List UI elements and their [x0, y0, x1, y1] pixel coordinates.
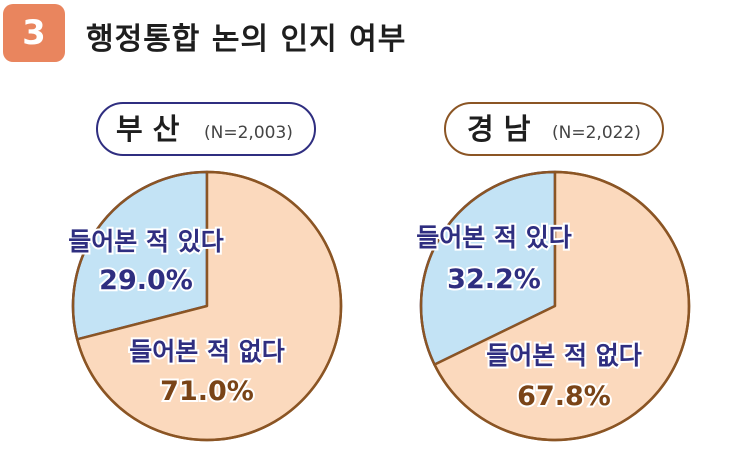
slice-value-heard: 29.0% [99, 265, 193, 296]
slice-label-not-heard: 들어본 적 없다 [486, 341, 641, 370]
slice-label-heard: 들어본 적 있다 [68, 227, 223, 256]
chart-sample-size: (N=2,022) [552, 123, 641, 143]
pie-outline [71, 170, 343, 442]
slice-value-not-heard: 67.8% [517, 381, 611, 412]
chart-sample-size: (N=2,003) [204, 123, 293, 143]
chart-title-frame [444, 102, 664, 156]
pie-outline [419, 170, 691, 442]
chart-title: 부 산 [116, 112, 180, 146]
chart-title: 경 남 [467, 112, 531, 146]
slice-label-heard: 들어본 적 있다 [416, 223, 571, 252]
chart-title-frame [96, 102, 316, 156]
slice-label-not-heard: 들어본 적 없다 [129, 337, 284, 366]
pie-chart-busan: 부 산 (N=2,003) 들어본 적 있다 29.0% 들어본 적 없다 71.0% [66, 102, 343, 442]
slice-value-heard: 32.2% [447, 264, 541, 295]
section-number: 3 [22, 13, 46, 53]
pie-chart-gyeongnam: 경 남 (N=2,022) 들어본 적 있다 32.2% 들어본 적 없다 67.8% [414, 102, 691, 442]
page-title: 행정통합 논의 인지 여부 [86, 22, 407, 57]
section-number-badge: 3 [3, 4, 65, 62]
slice-value-not-heard: 71.0% [160, 376, 254, 407]
